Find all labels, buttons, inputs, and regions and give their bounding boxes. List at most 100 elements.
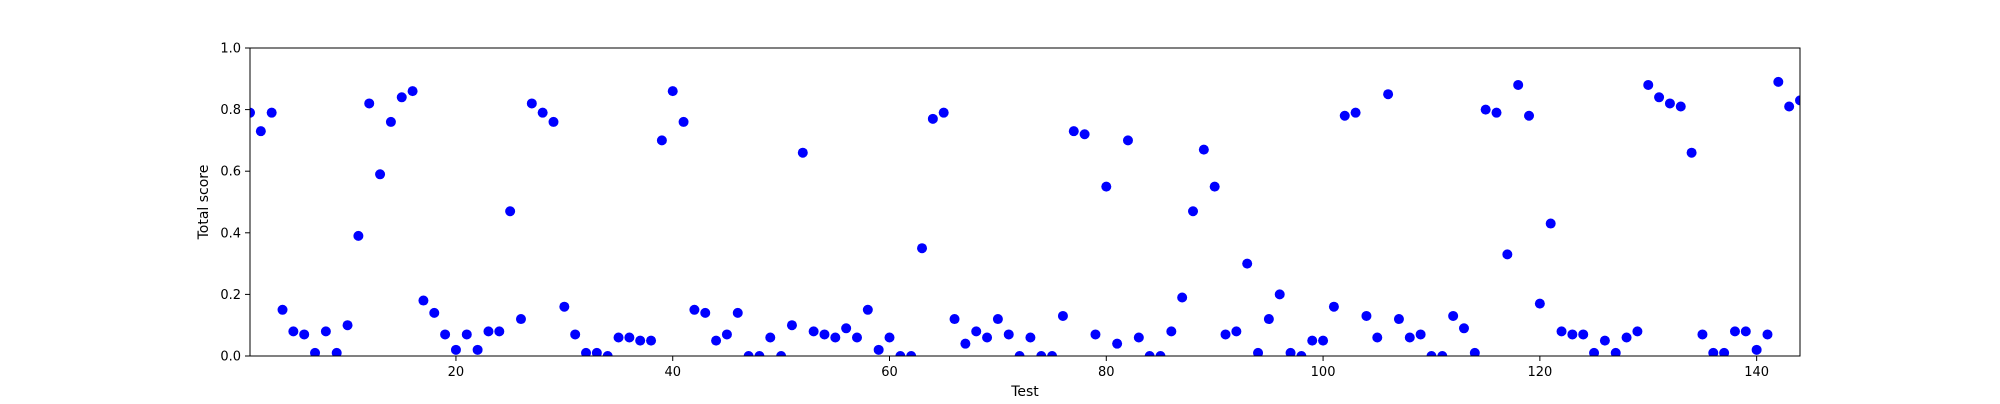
data-point <box>1231 326 1242 337</box>
data-point <box>1090 329 1101 340</box>
data-point <box>1729 326 1740 337</box>
data-point <box>1274 289 1285 300</box>
data-point <box>320 326 331 337</box>
data-point <box>1112 338 1123 349</box>
data-point <box>1198 144 1209 155</box>
data-point <box>385 116 396 127</box>
data-point <box>1545 218 1556 229</box>
data-point <box>1177 292 1188 303</box>
data-point <box>1675 101 1686 112</box>
data-point <box>559 301 570 312</box>
data-point <box>450 344 461 355</box>
data-point <box>1404 332 1415 343</box>
data-point <box>1209 181 1220 192</box>
data-point <box>1524 110 1535 121</box>
data-point <box>1556 326 1567 337</box>
data-point <box>1480 104 1491 115</box>
data-point <box>1220 329 1231 340</box>
data-point <box>656 135 667 146</box>
data-point <box>570 329 581 340</box>
data-point <box>711 335 722 346</box>
data-point <box>1263 314 1274 325</box>
data-point <box>1773 76 1784 87</box>
data-point <box>1502 249 1513 260</box>
data-point <box>255 126 266 137</box>
data-point <box>1621 332 1632 343</box>
data-point <box>1469 347 1480 356</box>
data-point <box>732 307 743 318</box>
y-tick-label: 1.0 <box>220 42 241 57</box>
data-point <box>1339 110 1350 121</box>
x-tick-label: 20 <box>448 365 465 380</box>
data-point <box>1383 89 1394 100</box>
data-point <box>1751 344 1762 355</box>
data-point <box>1155 351 1166 356</box>
data-point <box>1393 314 1404 325</box>
data-point <box>375 169 386 180</box>
data-point <box>548 116 559 127</box>
data-point <box>689 304 700 315</box>
data-point <box>808 326 819 337</box>
x-tick-label: 80 <box>1098 365 1115 380</box>
data-point <box>1654 92 1665 103</box>
data-point <box>1068 126 1079 137</box>
data-point <box>299 329 310 340</box>
data-point <box>624 332 635 343</box>
data-point <box>743 351 754 356</box>
data-point <box>483 326 494 337</box>
data-point <box>1458 323 1469 334</box>
data-point <box>331 347 342 356</box>
data-point <box>1242 258 1253 269</box>
data-point <box>353 230 364 241</box>
data-point <box>754 351 765 356</box>
data-point <box>1133 332 1144 343</box>
data-point <box>591 347 602 356</box>
data-point <box>277 304 288 315</box>
data-point <box>1589 347 1600 356</box>
data-point <box>1491 107 1502 118</box>
data-point <box>830 332 841 343</box>
data-point <box>461 329 472 340</box>
data-point <box>938 107 949 118</box>
data-point <box>667 86 678 97</box>
data-point <box>678 116 689 127</box>
data-point <box>982 332 993 343</box>
y-axis-label: Total score <box>196 165 212 241</box>
data-point <box>310 347 321 356</box>
data-point <box>1795 95 1800 106</box>
data-point <box>1534 298 1545 309</box>
data-point <box>1708 347 1719 356</box>
data-point <box>927 113 938 124</box>
data-point <box>472 344 483 355</box>
ticks-layer: 20 40 60 80 100 120 140 0.0 0.2 0.4 0.6 0.8 1.0 <box>220 42 1769 381</box>
data-point <box>418 295 429 306</box>
data-point <box>1437 351 1448 356</box>
data-point <box>1144 351 1155 356</box>
data-point <box>635 335 646 346</box>
data-point <box>786 320 797 331</box>
data-point <box>1784 101 1795 112</box>
y-tick-label: 0.8 <box>220 103 241 118</box>
data-point <box>1307 335 1318 346</box>
y-tick-label: 0.0 <box>220 350 241 365</box>
data-point <box>917 243 928 254</box>
data-point <box>526 98 537 109</box>
data-point <box>1318 335 1329 346</box>
data-point <box>1567 329 1578 340</box>
data-point <box>1599 335 1610 346</box>
x-axis-label: Test <box>1010 384 1039 400</box>
data-point <box>873 344 884 355</box>
data-point <box>1036 351 1047 356</box>
points-layer <box>250 76 1800 356</box>
data-point <box>1057 310 1068 321</box>
data-point <box>515 314 526 325</box>
data-point <box>1025 332 1036 343</box>
data-point <box>992 314 1003 325</box>
data-point <box>494 326 505 337</box>
data-point <box>581 347 592 356</box>
x-tick-label: 120 <box>1527 365 1552 380</box>
data-point <box>1719 347 1730 356</box>
data-point <box>1101 181 1112 192</box>
